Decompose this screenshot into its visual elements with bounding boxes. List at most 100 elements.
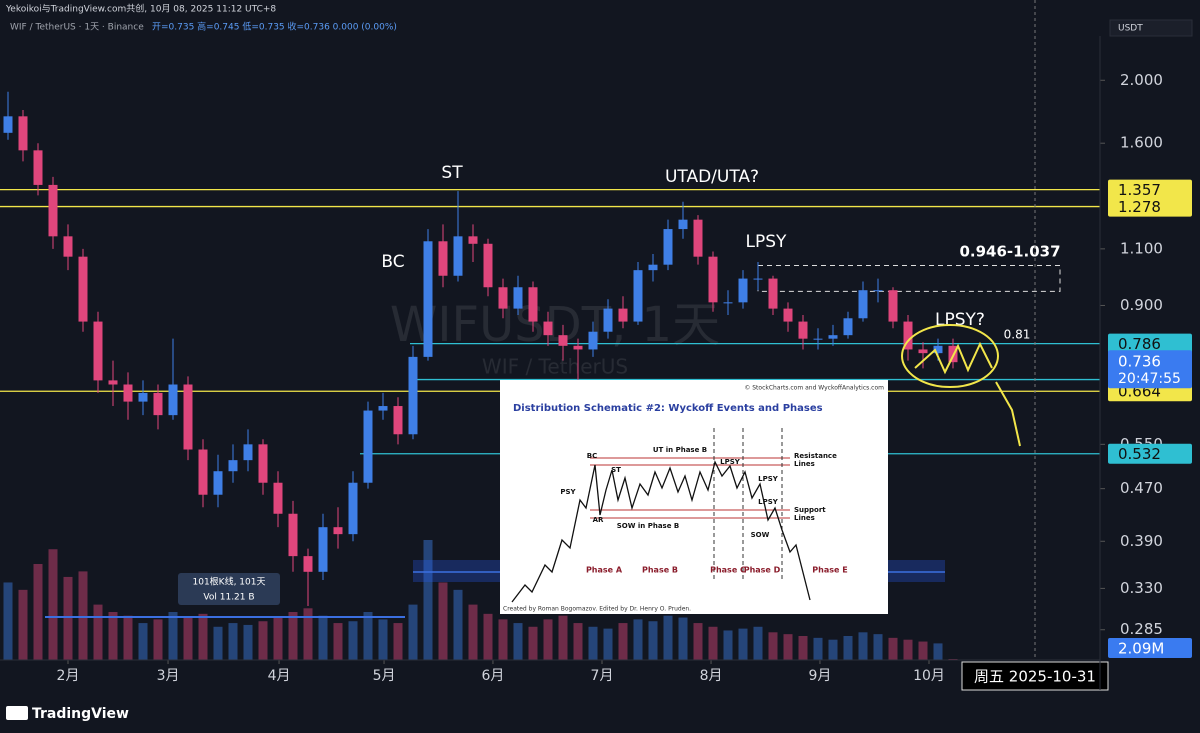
candle-body xyxy=(318,527,328,572)
measure-tooltip xyxy=(178,573,280,605)
candle-body xyxy=(123,384,133,402)
volume-bar xyxy=(258,621,268,660)
y-tick-label: 0.285 xyxy=(1120,620,1163,638)
volume-bar xyxy=(378,619,388,660)
candle-body xyxy=(708,256,718,303)
y-tick-label: 1.100 xyxy=(1120,239,1163,257)
candle-body xyxy=(303,556,313,572)
candle-body xyxy=(378,406,388,411)
volume-bar xyxy=(603,628,613,660)
volume-bar xyxy=(153,619,163,660)
volume-bar xyxy=(288,612,298,660)
candle-body xyxy=(483,243,493,288)
volume-bar xyxy=(348,621,358,660)
volume-bar xyxy=(783,634,793,660)
volume-bar xyxy=(183,617,193,660)
crosshair-date-box xyxy=(961,661,1109,691)
y-tick-label: 0.900 xyxy=(1120,296,1163,314)
volume-bar xyxy=(408,604,418,660)
volume-bar xyxy=(243,624,253,660)
candle-body xyxy=(738,278,748,303)
schematic-phase: Phase C xyxy=(710,566,746,575)
volume-bar xyxy=(573,623,583,660)
schematic-label: AR xyxy=(593,516,604,524)
volume-bar xyxy=(693,623,703,660)
schematic-label: PSY xyxy=(560,488,576,496)
currency-box xyxy=(1109,19,1193,37)
level-label: 1.357 xyxy=(1118,181,1161,199)
candle-body xyxy=(903,321,913,350)
x-tick-label: 6月 xyxy=(481,668,504,684)
volume-bar xyxy=(93,604,103,660)
candle-body xyxy=(933,345,943,354)
volume-bar xyxy=(873,634,883,660)
price-path xyxy=(511,460,811,603)
header-credit: Yekoikoi与TradingView.com共创, 10月 08, 2025… xyxy=(5,3,276,15)
volume-bar xyxy=(303,608,313,660)
level-label: 0.532 xyxy=(1118,445,1161,463)
schematic-label: ST xyxy=(611,466,621,474)
candle-body xyxy=(798,321,808,339)
volume-bar xyxy=(843,636,853,660)
volume-bar xyxy=(393,623,403,660)
candle-body xyxy=(873,290,883,292)
candle-body xyxy=(468,236,478,244)
volume-bar xyxy=(738,628,748,660)
volume-bar xyxy=(33,564,43,660)
annotation: LPSY? xyxy=(935,310,985,330)
candle-body xyxy=(813,338,823,340)
candle-body xyxy=(663,229,673,265)
volume-bar xyxy=(513,623,523,660)
symbol-line: WIF / TetherUS · 1天 · Binance xyxy=(10,23,144,33)
level-label-box xyxy=(1108,179,1192,200)
level-label: 1.278 xyxy=(1118,198,1161,216)
level-label-box xyxy=(1108,196,1192,217)
annotation: LPSY xyxy=(746,232,788,252)
volume-bar xyxy=(813,637,823,660)
y-tick-label: 1.600 xyxy=(1120,134,1163,152)
volume-bar xyxy=(63,576,73,660)
watermark-symbol: WIFUSDT, 1天 xyxy=(390,297,720,353)
volume-bar xyxy=(543,619,553,660)
candle-body xyxy=(678,219,688,230)
x-tick-label: 4月 xyxy=(268,668,291,684)
annotation: UTAD/UTA? xyxy=(665,167,759,187)
candle-body xyxy=(243,444,253,461)
volume-bar xyxy=(753,626,763,660)
schematic-credit: Created by Roman Bogomazov. Edited by Dr… xyxy=(503,606,691,613)
schematic-phase: Phase A xyxy=(586,566,623,575)
candle-body xyxy=(573,345,583,350)
candle-body xyxy=(198,449,208,495)
candle-body xyxy=(828,335,838,339)
volume-label: 2.09M xyxy=(1118,640,1164,658)
candle-body xyxy=(18,116,28,151)
candle-body xyxy=(528,287,538,322)
volume-bar xyxy=(708,626,718,660)
candle-body xyxy=(888,290,898,322)
candle-body xyxy=(438,241,448,276)
volume-bar xyxy=(318,615,328,660)
volume-bar xyxy=(468,604,478,660)
candle-body xyxy=(408,356,418,435)
price-range-label: 0.946-1.037 xyxy=(959,243,1060,261)
candle-body xyxy=(498,287,508,309)
schematic-title: Distribution Schematic #2: Wyckoff Event… xyxy=(513,403,823,414)
volume-bar xyxy=(228,623,238,660)
volume-bar xyxy=(933,643,943,660)
candle-body xyxy=(648,264,658,271)
schematic-label: Lines xyxy=(794,514,815,522)
candle-body xyxy=(153,392,163,416)
y-tick-label: 0.470 xyxy=(1120,479,1163,497)
candle-body xyxy=(543,321,553,336)
level-label-box xyxy=(1108,333,1192,354)
x-tick-label: 2月 xyxy=(57,668,80,684)
x-tick-label: 5月 xyxy=(373,668,396,684)
drawing-zigzag xyxy=(914,341,993,375)
footer-logo: TradingView xyxy=(32,706,129,722)
schematic-label: LPSY xyxy=(758,498,779,506)
volume-bar xyxy=(633,619,643,660)
candle-body xyxy=(453,236,463,276)
volume-bar xyxy=(333,623,343,660)
schematic-phase: Phase D xyxy=(744,566,781,575)
